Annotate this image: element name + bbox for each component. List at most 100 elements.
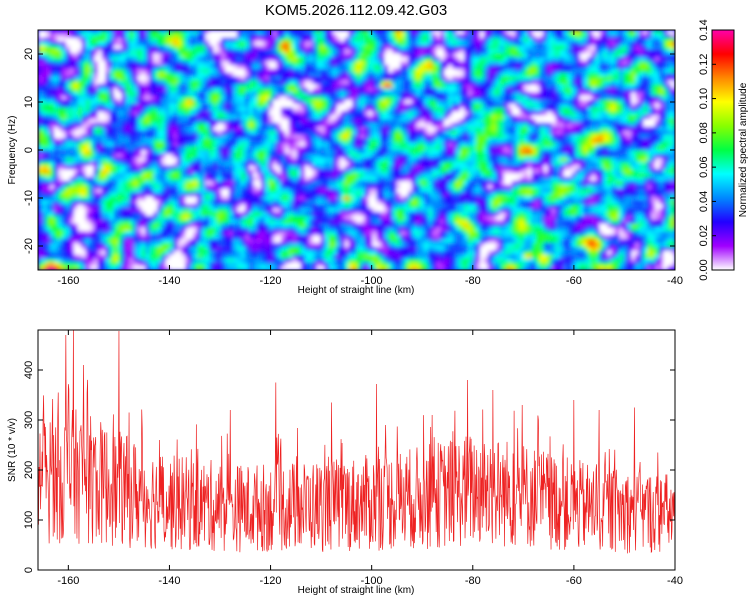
- heatmap-cell: [288, 33, 294, 39]
- heatmap-cell: [360, 126, 366, 132]
- heatmap-cell: [667, 115, 672, 120]
- heatmap-cell: [515, 95, 521, 101]
- heatmap-cell: [511, 68, 517, 74]
- heatmap-cell: [61, 68, 67, 74]
- heatmap-cell: [137, 103, 143, 109]
- heatmap-cell: [153, 72, 159, 78]
- heatmap-cell: [515, 41, 521, 47]
- heatmap-cell: [467, 111, 473, 116]
- heatmap-cell: [412, 107, 417, 112]
- heatmap-cell: [615, 84, 620, 89]
- heatmap-cell: [416, 30, 421, 35]
- heatmap-cell: [117, 134, 123, 139]
- heatmap-cell: [380, 76, 385, 81]
- heatmap-cell: [141, 103, 147, 109]
- heatmap-cell: [384, 119, 389, 124]
- heatmap-cell: [129, 49, 135, 54]
- heatmap-cell: [256, 107, 262, 112]
- heatmap-cell: [479, 91, 485, 97]
- heatmap-cell: [543, 130, 549, 136]
- heatmap-cell: [284, 99, 290, 105]
- heatmap-cell: [563, 37, 569, 43]
- heatmap-cell: [320, 41, 326, 47]
- heatmap-cell: [483, 130, 489, 136]
- heatmap-cell: [420, 130, 425, 136]
- heatmap-cell: [49, 80, 55, 85]
- heatmap-cell: [444, 76, 449, 81]
- heatmap-cell: [205, 91, 210, 97]
- heatmap-cell: [173, 80, 178, 85]
- heatmap-cell: [97, 45, 103, 50]
- heatmap-cell: [539, 37, 545, 43]
- heatmap-cell: [101, 41, 107, 47]
- heatmap-cell: [189, 99, 194, 105]
- heatmap-cell: [360, 99, 366, 105]
- heatmap-cell: [647, 37, 652, 43]
- heatmap-cell: [213, 91, 218, 97]
- heatmap-cell: [495, 49, 501, 54]
- heatmap-cell: [567, 146, 573, 151]
- heatmap-cell: [157, 91, 163, 97]
- heatmap-cell: [460, 99, 465, 105]
- heatmap-cell: [643, 126, 648, 132]
- heatmap-cell: [117, 95, 123, 101]
- heatmap-cell: [372, 45, 378, 50]
- heatmap-cell: [448, 72, 453, 78]
- heatmap-cell: [260, 57, 266, 62]
- heatmap-cell: [567, 134, 573, 139]
- heatmap-cell: [69, 37, 75, 43]
- heatmap-cell: [237, 126, 242, 132]
- heatmap-cell: [448, 119, 453, 124]
- heatmap-cell: [663, 119, 668, 124]
- heatmap-cell: [456, 37, 461, 43]
- heatmap-cell: [555, 107, 561, 112]
- heatmap-cell: [547, 57, 553, 62]
- heatmap-cell: [416, 115, 421, 120]
- heatmap-cell: [53, 76, 59, 81]
- heatmap-cell: [280, 126, 286, 132]
- heatmap-cell: [145, 126, 151, 132]
- heatmap-cell: [252, 119, 258, 124]
- heatmap-cell: [448, 99, 453, 105]
- heatmap-cell: [460, 130, 465, 136]
- heatmap-cell: [412, 57, 417, 62]
- heatmap-cell: [65, 64, 71, 70]
- heatmap-cell: [611, 64, 616, 70]
- heatmap-cell: [129, 107, 135, 112]
- heatmap-cell: [304, 88, 310, 93]
- heatmap-cell: [320, 60, 326, 66]
- heatmap-cell: [448, 49, 453, 54]
- heatmap-cell: [595, 80, 600, 85]
- heatmap-cell: [623, 91, 628, 97]
- heatmap-cell: [316, 126, 322, 132]
- heatmap-cell: [495, 68, 501, 74]
- heatmap-cell: [237, 49, 242, 54]
- heatmap-cell: [157, 45, 163, 50]
- heatmap-cell: [543, 33, 549, 39]
- heatmap-cell: [85, 111, 91, 116]
- heatmap-cell: [197, 49, 202, 54]
- heatmap-cell: [225, 49, 230, 54]
- heatmap-cell: [499, 146, 505, 151]
- heatmap-cell: [412, 142, 417, 147]
- heatmap-cell: [336, 88, 342, 93]
- heatmap-cell: [400, 122, 405, 128]
- heatmap-cell: [201, 99, 206, 105]
- heatmap-cell: [205, 49, 210, 54]
- heatmap-cell: [133, 142, 139, 147]
- heatmap-cell: [471, 103, 477, 109]
- heatmap-cell: [264, 84, 270, 89]
- heatmap-cell: [499, 126, 505, 132]
- heatmap-cell: [428, 60, 433, 66]
- heatmap-cell: [603, 88, 608, 93]
- heatmap-cell: [324, 57, 330, 62]
- heatmap-cell: [173, 122, 178, 128]
- heatmap-cell: [125, 33, 131, 39]
- heatmap-cell: [563, 130, 569, 136]
- heatmap-cell: [245, 84, 250, 89]
- heatmap-cell: [45, 88, 51, 93]
- heatmap-cell: [340, 33, 346, 39]
- heatmap-cell: [45, 33, 51, 39]
- heatmap-cell: [595, 146, 600, 151]
- heatmap-cell: [304, 146, 310, 151]
